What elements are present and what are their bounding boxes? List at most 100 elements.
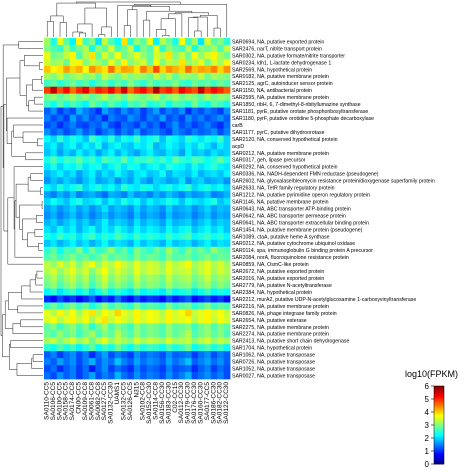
heatmap-cell — [114, 58, 122, 67]
heatmap-cell — [217, 86, 224, 95]
heatmap-cell — [56, 309, 64, 317]
heatmap-cell — [140, 260, 148, 269]
heatmap-cell — [120, 72, 128, 81]
heatmap-cell — [197, 218, 205, 227]
heatmap-cell — [114, 330, 122, 338]
heatmap-cell — [191, 323, 199, 331]
heatmap-cell — [76, 142, 83, 150]
heatmap-cell — [204, 337, 212, 345]
heatmap-cell — [153, 114, 160, 122]
heatmap-cell — [56, 253, 64, 262]
heatmap-cell — [159, 191, 167, 199]
column-label: SA0110-CC5 — [43, 382, 50, 420]
heatmap-cell — [88, 295, 96, 303]
heatmap-cell — [120, 107, 128, 115]
heatmap-cell — [108, 288, 115, 296]
heatmap-cell — [127, 309, 135, 317]
heatmap-cell — [95, 191, 103, 199]
heatmap-cell — [101, 218, 109, 227]
heatmap-cell — [172, 351, 180, 359]
heatmap-cell — [172, 121, 180, 129]
heatmap-cell — [197, 316, 205, 324]
heatmap-cell — [204, 142, 212, 150]
heatmap-cell — [153, 295, 160, 303]
heatmap-cell — [101, 246, 109, 255]
heatmap-cell — [88, 79, 96, 88]
heatmap-cell — [76, 79, 83, 88]
heatmap-cell — [178, 281, 186, 289]
heatmap-cell — [108, 51, 115, 60]
heatmap-cell — [88, 114, 96, 122]
dendrogram-branch — [22, 131, 43, 143]
heatmap-cell — [165, 114, 173, 122]
heatmap-cell — [120, 156, 128, 164]
heatmap-cell — [191, 330, 199, 338]
heatmap-cell — [210, 274, 218, 282]
colorbar-segment — [434, 458, 444, 461]
heatmap-cell — [56, 316, 64, 324]
heatmap-cell — [185, 100, 192, 108]
heatmap-cell — [69, 330, 77, 338]
heatmap-cell — [63, 93, 71, 102]
heatmap-cell — [178, 288, 186, 296]
column-label: SA0174-CC8 — [69, 382, 76, 421]
heatmap-cell — [191, 288, 199, 296]
heatmap-cell — [204, 218, 212, 227]
heatmap-cell — [127, 274, 135, 282]
heatmap-cell — [178, 372, 186, 380]
heatmap-cell — [69, 225, 77, 234]
heatmap-cell — [159, 253, 167, 262]
dendrogram-branch — [79, 32, 86, 37]
heatmap-cell — [50, 309, 58, 317]
heatmap-cell — [140, 232, 148, 241]
colorbar-segment — [434, 391, 444, 393]
heatmap-cell — [172, 205, 180, 213]
heatmap-cell — [197, 93, 205, 102]
heatmap-cell — [159, 135, 167, 143]
heatmap-cell — [178, 302, 186, 310]
heatmap-cell — [178, 65, 186, 74]
heatmap-cell — [82, 163, 90, 171]
heatmap-cell — [223, 323, 231, 331]
dendrogram-branch — [77, 23, 93, 37]
heatmap-cell — [76, 114, 83, 122]
row-label: SAR0212, NA, putative membrane protein — [232, 151, 329, 157]
heatmap-cell — [114, 295, 122, 303]
heatmap-cell — [191, 170, 199, 178]
column-label: SA0132-CC5 — [120, 382, 127, 421]
heatmap-cell — [172, 316, 180, 324]
heatmap-cell — [178, 128, 186, 136]
heatmap-cell — [223, 309, 231, 317]
heatmap-cell — [95, 330, 103, 338]
heatmap-cell — [217, 365, 224, 373]
heatmap-cell — [108, 79, 115, 88]
heatmap-cell — [204, 260, 212, 269]
heatmap-cell — [223, 274, 231, 282]
heatmap-cell — [108, 232, 115, 241]
heatmap-cell — [76, 107, 83, 115]
heatmap-cell — [82, 38, 90, 46]
heatmap-cell — [95, 114, 103, 122]
heatmap-cell — [120, 163, 128, 171]
heatmap-cell — [146, 44, 154, 53]
heatmap-cell — [191, 114, 199, 122]
heatmap-cell — [82, 288, 90, 296]
heatmap-cell — [95, 358, 103, 366]
heatmap-cell — [223, 288, 231, 296]
heatmap-cell — [114, 211, 122, 220]
heatmap-cell — [50, 281, 58, 289]
heatmap-cell — [217, 330, 224, 338]
dendrogram-branch — [37, 138, 43, 147]
column-label: SA0082-CC8 — [95, 382, 102, 421]
heatmap-cell — [95, 79, 103, 88]
heatmap-cell — [120, 295, 128, 303]
heatmap-cell — [191, 295, 199, 303]
heatmap-cell — [165, 51, 173, 60]
heatmap-cell — [56, 198, 64, 206]
heatmap-cell — [50, 198, 58, 206]
heatmap-cell — [178, 107, 186, 115]
heatmap-cell — [120, 44, 128, 53]
heatmap-cell — [217, 198, 224, 206]
heatmap-cell — [88, 100, 96, 108]
heatmap-cell — [50, 107, 58, 115]
